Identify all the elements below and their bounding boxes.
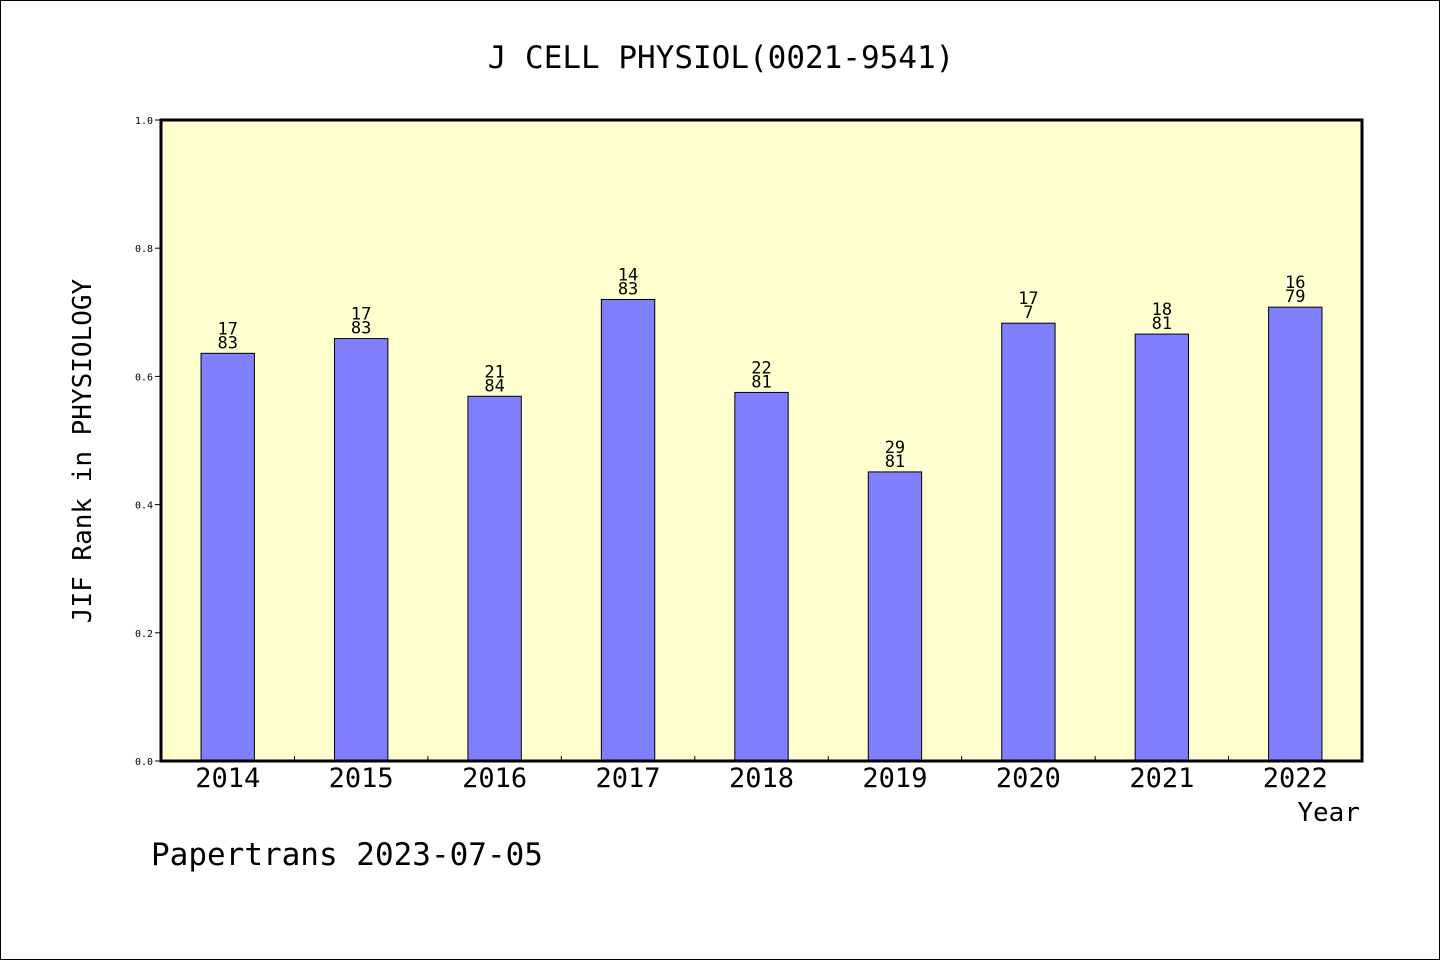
bar-label-total: 81 bbox=[751, 372, 771, 392]
bar-label-total: 83 bbox=[351, 319, 371, 339]
x-tick-label: 2021 bbox=[1129, 763, 1194, 794]
bar-label-total: 83 bbox=[217, 333, 237, 353]
bar bbox=[467, 395, 522, 762]
x-tick-label: 2019 bbox=[862, 763, 927, 794]
x-axis: 2014 2015 2016 2017 2018 2019 2020 2021 2022 bbox=[195, 756, 1328, 794]
x-axis-label: Year bbox=[1297, 798, 1360, 828]
x-tick-label: 2018 bbox=[729, 763, 794, 794]
bar-label-total: 7 bbox=[1023, 303, 1033, 323]
bar-label-total: 79 bbox=[1285, 287, 1305, 307]
bar bbox=[1134, 333, 1190, 762]
bar-label-rank: 29 bbox=[885, 438, 905, 458]
y-tick-label: 1.0 bbox=[135, 116, 153, 127]
y-axis: 0.0 0.2 0.4 0.6 0.8 1.0 bbox=[135, 116, 161, 768]
x-tick-label: 2015 bbox=[329, 763, 394, 794]
bar-label-total: 84 bbox=[484, 376, 504, 396]
x-tick-label: 2016 bbox=[462, 763, 527, 794]
y-tick-label: 0.0 bbox=[135, 757, 153, 768]
footer-text: Papertrans 2023-07-05 bbox=[151, 837, 543, 873]
bar bbox=[734, 391, 789, 762]
bar bbox=[867, 471, 923, 762]
bar-label-rank: 22 bbox=[751, 358, 771, 378]
bar bbox=[200, 352, 255, 762]
x-tick-label: 2017 bbox=[596, 763, 661, 794]
y-axis-label: JIF Rank in PHYSIOLOGY bbox=[68, 278, 98, 623]
chart-title: J CELL PHYSIOL(0021-9541) bbox=[488, 40, 955, 76]
x-tick-label: 2022 bbox=[1263, 763, 1328, 794]
bar-label-rank: 17 bbox=[217, 319, 237, 339]
bar bbox=[333, 338, 389, 762]
bar-label-total: 81 bbox=[1152, 314, 1172, 334]
plot-border bbox=[159, 118, 1364, 763]
bar-label-rank: 16 bbox=[1285, 273, 1305, 293]
y-tick-label: 0.6 bbox=[135, 372, 153, 383]
y-tick-label: 0.4 bbox=[135, 501, 153, 512]
bar-label-rank: 17 bbox=[1018, 289, 1038, 309]
bar-label-total: 81 bbox=[885, 452, 905, 472]
bar bbox=[1001, 322, 1056, 762]
bar-label-rank: 17 bbox=[351, 305, 371, 325]
bar-label-rank: 21 bbox=[484, 362, 504, 382]
bar-label-rank: 18 bbox=[1152, 300, 1172, 320]
bar bbox=[1268, 306, 1323, 762]
x-tick-label: 2020 bbox=[996, 763, 1061, 794]
bar-label-rank: 14 bbox=[618, 265, 638, 285]
y-tick-label: 0.2 bbox=[135, 629, 153, 640]
bar-label-total: 83 bbox=[618, 279, 638, 299]
y-tick-label: 0.8 bbox=[135, 244, 153, 255]
x-tick-label: 2014 bbox=[195, 763, 260, 794]
bar bbox=[600, 298, 656, 762]
